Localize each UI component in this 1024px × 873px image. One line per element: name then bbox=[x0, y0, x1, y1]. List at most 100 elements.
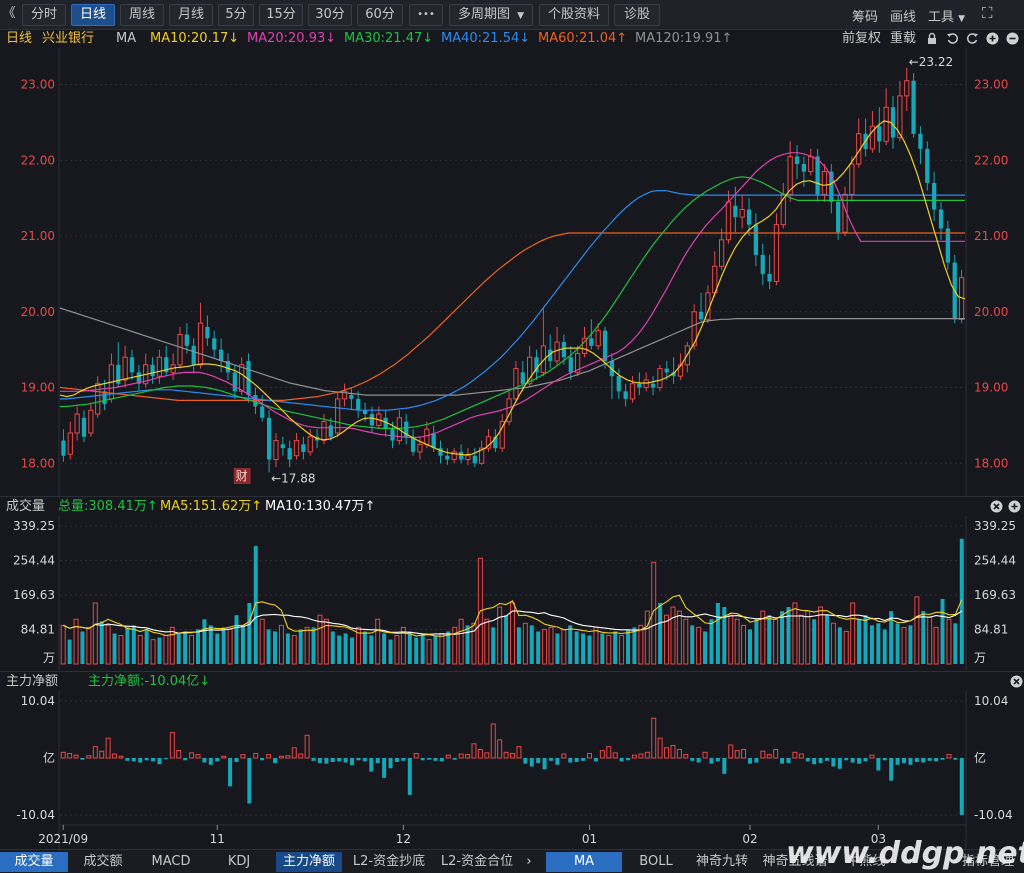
add-icon[interactable] bbox=[1008, 500, 1021, 519]
volume-bar bbox=[400, 626, 406, 665]
candle-body bbox=[829, 171, 834, 202]
diagnose-button[interactable]: 诊股 bbox=[614, 4, 660, 26]
tab-l2-bottom-fishing[interactable]: L2-资金抄底 bbox=[352, 854, 426, 869]
period-tab-60min[interactable]: 60分 bbox=[357, 4, 403, 26]
volume-bar bbox=[273, 631, 278, 664]
redo-icon[interactable] bbox=[966, 32, 979, 51]
candle-body bbox=[918, 133, 923, 149]
flow-bar bbox=[593, 758, 598, 762]
volume-bar bbox=[664, 614, 670, 665]
lock-icon[interactable] bbox=[926, 32, 938, 51]
flow-bar bbox=[670, 745, 676, 759]
flow-bar bbox=[523, 758, 528, 764]
flow-bar bbox=[131, 758, 136, 762]
tab-turnover[interactable]: 成交额 bbox=[83, 854, 123, 869]
period-tab-daily[interactable]: 日线 bbox=[71, 4, 115, 26]
stock-info-button[interactable]: 个股资料 bbox=[539, 4, 609, 26]
indicator-name[interactable]: MA bbox=[116, 31, 137, 46]
volume-bar bbox=[690, 625, 695, 664]
flow-bar bbox=[728, 744, 734, 759]
period-tab-monthly[interactable]: 月线 bbox=[169, 4, 213, 26]
volume-bar bbox=[959, 538, 964, 664]
volume-bar bbox=[176, 633, 181, 664]
chips-button[interactable]: 筹码 bbox=[852, 10, 879, 25]
candle-body bbox=[540, 345, 546, 373]
period-tab-5min[interactable]: 5分 bbox=[218, 4, 254, 26]
ma60-value: MA60:21.04↑ bbox=[538, 31, 628, 46]
flow-title[interactable]: 主力净额 bbox=[6, 674, 59, 689]
tab-magic-five-lines[interactable]: 神奇五线谱 bbox=[762, 854, 828, 869]
tab-l2-fund-position[interactable]: L2-资金合位 bbox=[440, 854, 514, 869]
flow-bar bbox=[831, 758, 836, 767]
zoom-in-icon[interactable] bbox=[986, 32, 999, 51]
volume-bar bbox=[388, 639, 393, 664]
pane-divider[interactable] bbox=[0, 496, 1024, 497]
collapse-button[interactable]: 《 bbox=[2, 6, 16, 21]
pane-divider[interactable] bbox=[0, 671, 1024, 672]
tab-macd[interactable]: MACD bbox=[151, 854, 191, 869]
volume-chart[interactable]: 339.25 339.25 254.44 254.44 169.63 169.63 84.8… bbox=[0, 516, 1024, 670]
chevron-right-icon[interactable]: › bbox=[908, 854, 914, 869]
period-tab-weekly[interactable]: 周线 bbox=[120, 4, 164, 26]
price-chart-pane[interactable]: 18.00 18.00 19.00 19.00 20.00 20.00 21.00 21.00… bbox=[0, 48, 1024, 496]
volume-bar bbox=[227, 628, 233, 665]
flow-bar bbox=[253, 752, 259, 759]
candle-body bbox=[581, 337, 588, 354]
period-tab-intraday[interactable]: 分时 bbox=[22, 4, 66, 26]
chevron-right-icon[interactable]: › bbox=[526, 854, 532, 869]
undo-icon[interactable] bbox=[946, 32, 959, 51]
indicator-tab-bar: 成交量 成交额 MACD KDJ 主力净额 L2-资金抄底 L2-资金合位 › … bbox=[0, 849, 1024, 873]
volume-bar bbox=[92, 602, 98, 665]
volume-bar bbox=[921, 611, 926, 664]
flow-bar bbox=[291, 747, 297, 759]
candle-body bbox=[527, 356, 533, 385]
drawing-button[interactable]: 画线 bbox=[890, 10, 917, 25]
volume-bar bbox=[484, 618, 490, 665]
multi-period-dropdown[interactable]: 多周期图 ▼ bbox=[449, 4, 533, 26]
volume-chart-pane[interactable]: 339.25 339.25 254.44 254.44 169.63 169.63 84.8… bbox=[0, 516, 1024, 670]
flow-bar bbox=[581, 758, 586, 761]
period-tab-30min[interactable]: 30分 bbox=[308, 4, 352, 26]
flow-bar bbox=[696, 758, 701, 763]
candle-body bbox=[225, 361, 231, 373]
period-tab-15min[interactable]: 15分 bbox=[259, 4, 303, 26]
tab-bull-bear-line[interactable]: 牛熊线 bbox=[846, 854, 886, 869]
flow-bar bbox=[902, 758, 907, 764]
period-label: 日线 bbox=[6, 31, 33, 46]
candle-body bbox=[773, 224, 780, 282]
close-icon[interactable] bbox=[990, 500, 1003, 519]
candle-body bbox=[643, 379, 649, 389]
tab-main-net-flow[interactable]: 主力净额 bbox=[276, 852, 342, 872]
candle-body bbox=[197, 322, 204, 366]
candle-body bbox=[485, 436, 492, 449]
volume-bar bbox=[414, 637, 419, 664]
volume-bar bbox=[183, 631, 188, 664]
net-flow-chart[interactable]: 10.04 10.04 -10.04 -10.04 亿 亿 2021/09 11 12 01 02 0… bbox=[0, 691, 1024, 849]
tab-magic-nine[interactable]: 神奇九转 bbox=[695, 854, 748, 869]
fullscreen-icon[interactable]: ⛶ bbox=[982, 4, 993, 22]
overlay-button[interactable]: 重载 bbox=[890, 31, 917, 46]
volume-bar bbox=[375, 618, 381, 665]
flow-bar bbox=[626, 758, 631, 761]
flow-bar bbox=[73, 754, 79, 759]
tab-volume[interactable]: 成交量 bbox=[0, 852, 68, 872]
candle-body bbox=[801, 164, 807, 172]
flow-chart-pane[interactable]: 10.04 10.04 -10.04 -10.04 亿 亿 2021/09 11 12 01 02 0… bbox=[0, 691, 1024, 849]
tools-dropdown[interactable]: 工具 ▼ bbox=[928, 6, 965, 25]
zoom-out-icon[interactable] bbox=[1006, 32, 1019, 51]
tab-kdj[interactable]: KDJ bbox=[227, 854, 251, 869]
adjust-button[interactable]: 前复权 bbox=[842, 31, 882, 46]
tab-indicator-manage[interactable]: 指标管理 bbox=[961, 854, 1014, 869]
ma20-value: MA20:20.93↓ bbox=[247, 31, 337, 46]
tab-boll[interactable]: BOLL bbox=[639, 854, 673, 869]
close-icon[interactable] bbox=[1010, 675, 1023, 694]
more-periods-button[interactable]: ••• bbox=[409, 4, 443, 26]
tab-ma[interactable]: MA bbox=[546, 852, 622, 872]
volume-bar bbox=[112, 633, 117, 664]
candlestick-chart[interactable]: 18.00 18.00 19.00 19.00 20.00 20.00 21.00 21.00… bbox=[0, 48, 1024, 496]
candle-body bbox=[883, 106, 889, 142]
volume-title[interactable]: 成交量 bbox=[6, 499, 46, 514]
flow-bar bbox=[619, 758, 624, 762]
flow-bar bbox=[60, 751, 66, 759]
flow-bar bbox=[786, 758, 791, 764]
